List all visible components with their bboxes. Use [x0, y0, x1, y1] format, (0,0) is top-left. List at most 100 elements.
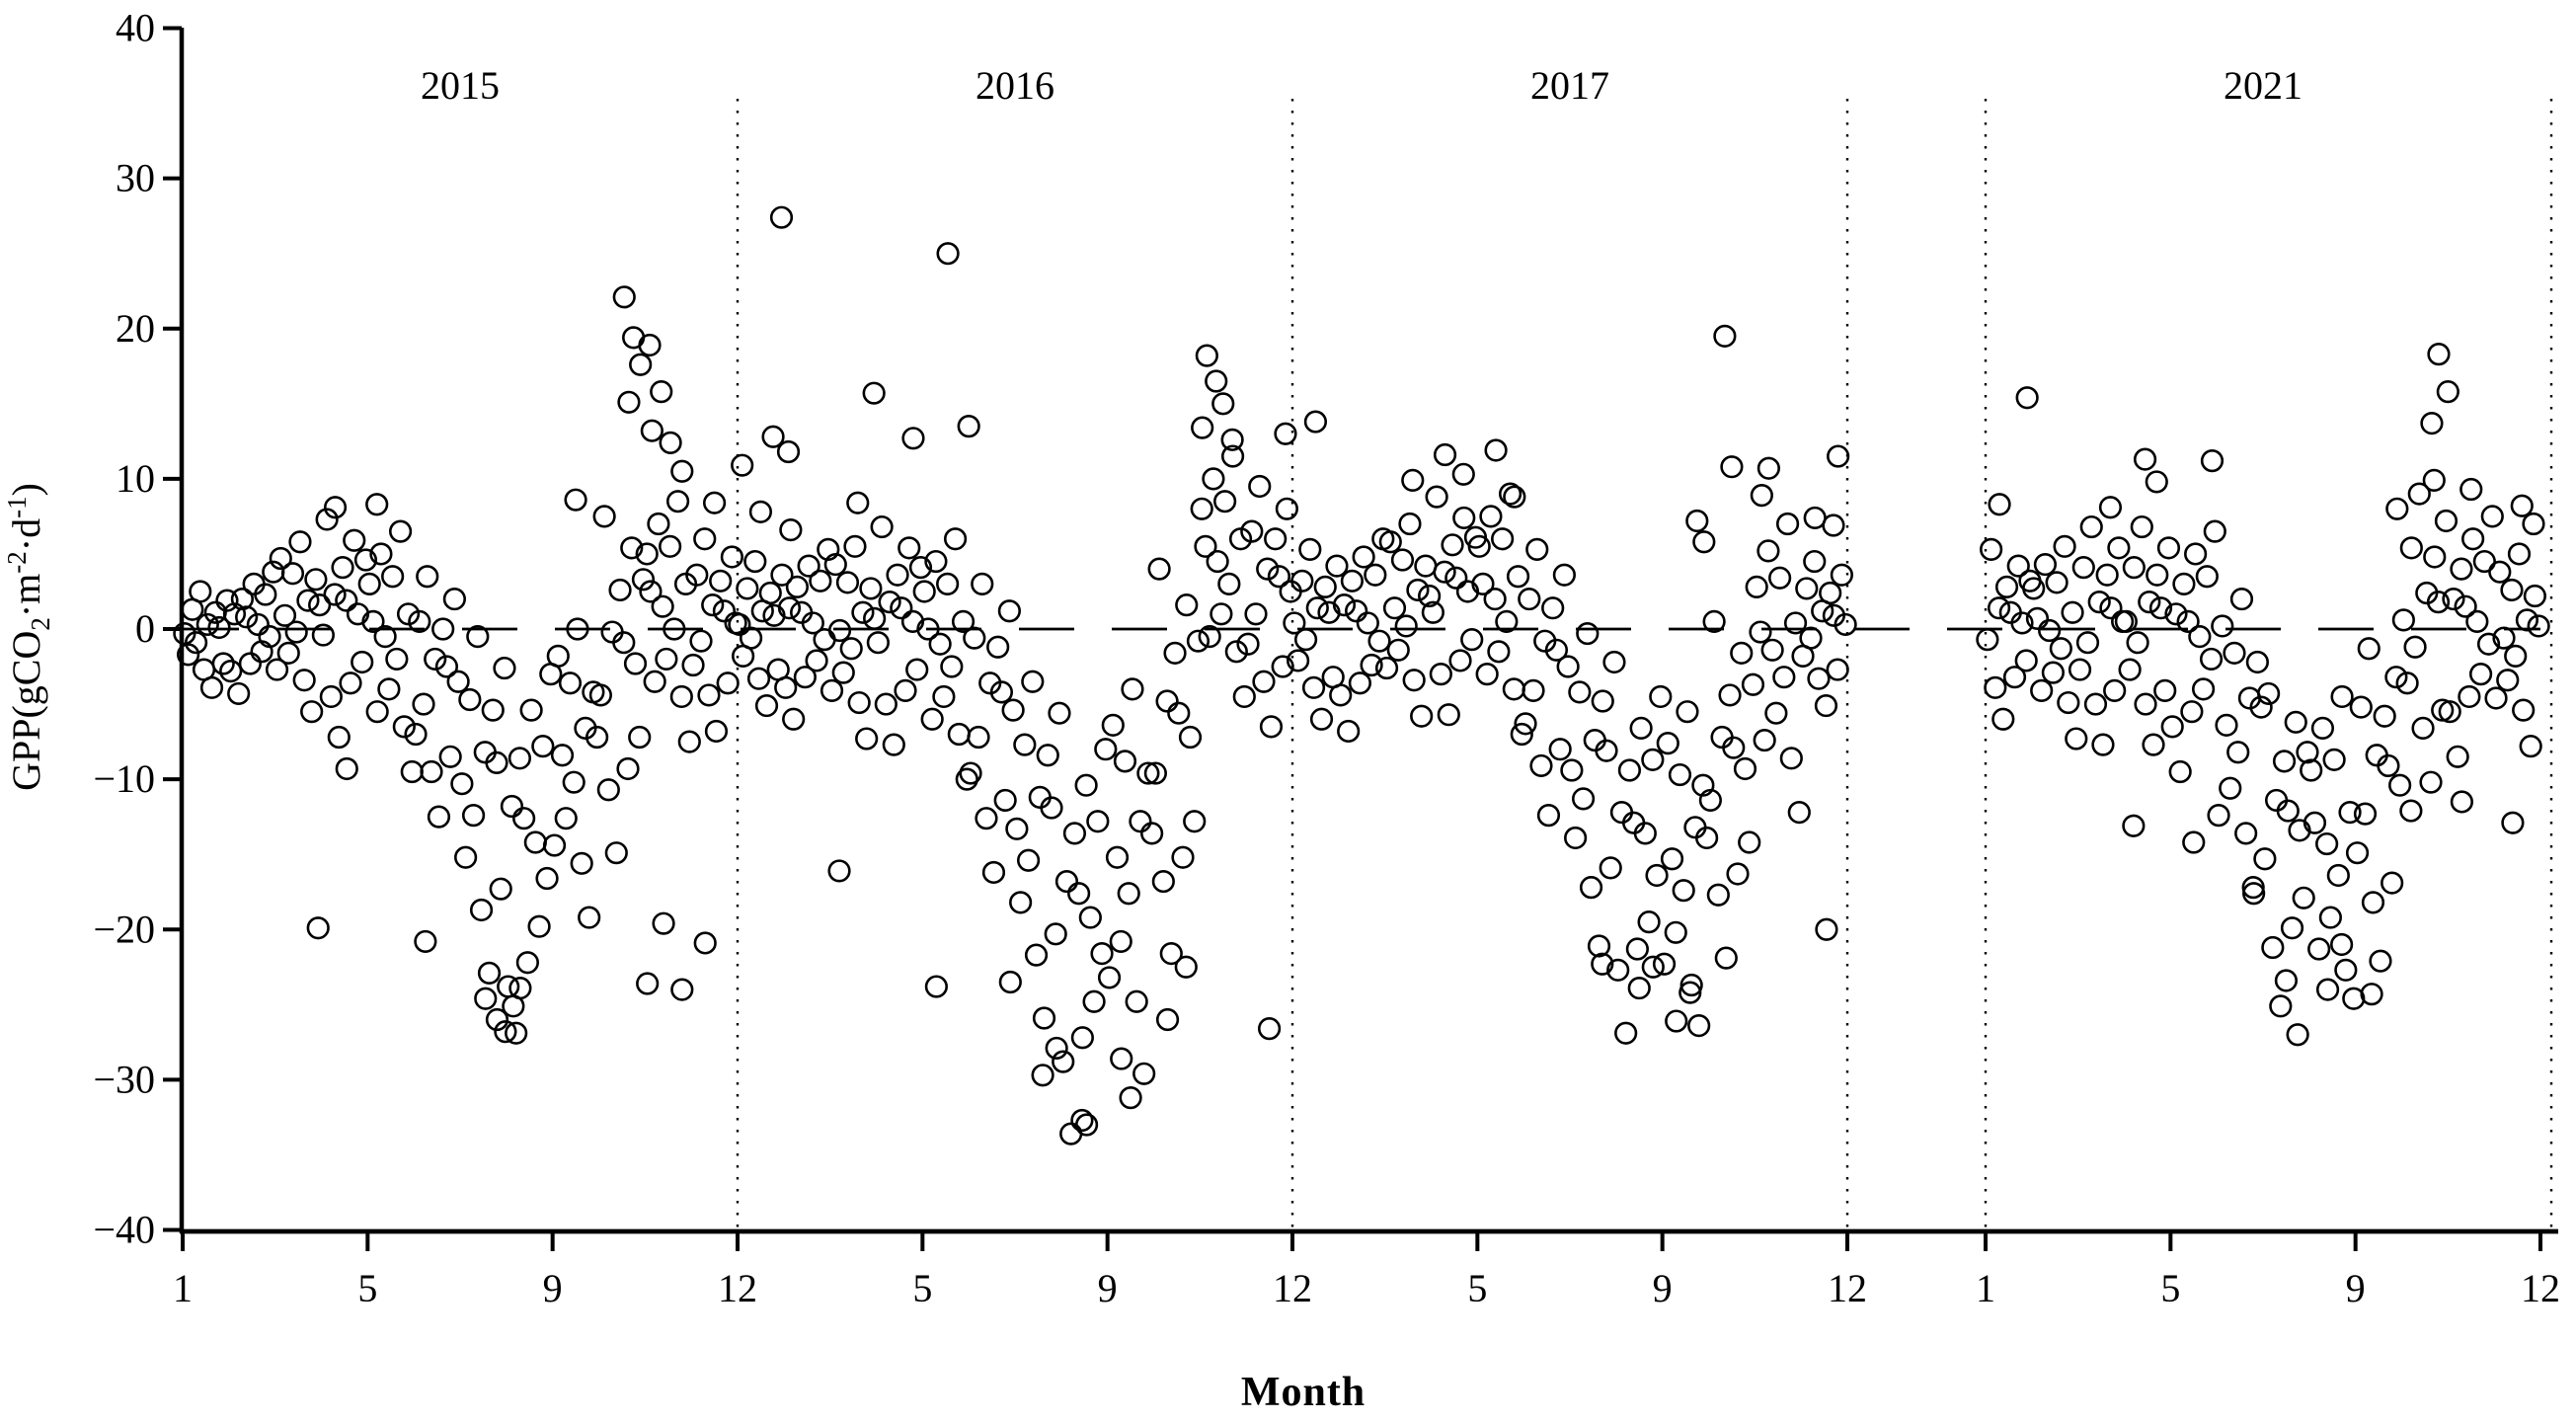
data-point: [655, 647, 678, 672]
data-point: [404, 722, 428, 747]
data-point: [855, 727, 879, 751]
data-point: [639, 580, 663, 603]
data-point: [2226, 741, 2250, 764]
data-point: [2419, 770, 2443, 794]
data-point: [339, 672, 362, 695]
data-point: [650, 380, 673, 404]
data-point: [1213, 490, 1237, 514]
data-point: [235, 605, 259, 629]
data-point: [588, 683, 612, 707]
data-point: [1576, 621, 1600, 646]
data-point: [1143, 761, 1167, 785]
data-point: [1155, 689, 1179, 713]
data-point: [1257, 1017, 1282, 1041]
data-point: [1155, 1007, 1180, 1032]
data-point: [1337, 719, 1361, 744]
data-point: [1364, 563, 1387, 587]
data-point: [211, 652, 235, 675]
data-point: [689, 629, 713, 653]
data-point: [1151, 869, 1175, 894]
data-point: [1140, 822, 1164, 845]
data-point: [566, 617, 589, 641]
data-point: [1410, 704, 1434, 728]
data-point: [697, 683, 721, 707]
data-point: [776, 439, 801, 464]
data-point: [2522, 512, 2545, 536]
data-point: [2507, 542, 2532, 566]
data-point: [1210, 602, 1233, 626]
data-point: [195, 612, 219, 637]
data-point: [1730, 641, 1754, 665]
data-point: [485, 1007, 509, 1032]
data-point: [2276, 799, 2300, 823]
data-point: [474, 987, 498, 1010]
data-point: [2033, 552, 2058, 577]
data-point: [2381, 871, 2404, 895]
data-point: [831, 661, 855, 684]
data-point: [2395, 672, 2419, 695]
data-point: [2138, 591, 2161, 614]
data-point: [427, 805, 451, 829]
data-point: [743, 549, 767, 574]
data-point: [2472, 549, 2496, 574]
data-point: [1991, 707, 2015, 731]
data-point: [2411, 716, 2435, 741]
y-tick-label: −20: [93, 907, 155, 951]
data-point: [1441, 533, 1464, 557]
data-point: [1398, 512, 1422, 536]
data-point: [640, 419, 664, 442]
data-point: [315, 508, 339, 531]
data-point: [702, 491, 727, 514]
data-point: [932, 684, 956, 709]
data-point: [1579, 876, 1603, 900]
data-point: [1484, 438, 1508, 462]
data-point: [408, 609, 431, 633]
data-point: [1984, 675, 2007, 699]
data-point: [578, 906, 601, 929]
data-point: [1287, 649, 1310, 672]
data-point: [635, 542, 659, 566]
data-point: [878, 591, 901, 614]
data-point: [2407, 482, 2431, 506]
data-point: [493, 656, 516, 680]
x-axis-title: Month: [1240, 1370, 1366, 1415]
data-point: [1101, 713, 1125, 737]
data-point: [839, 637, 863, 661]
data-point: [1125, 989, 1148, 1013]
data-point: [1625, 937, 1649, 961]
data-point: [2182, 830, 2206, 854]
data-point: [570, 851, 593, 875]
data-point: [2399, 536, 2423, 560]
data-point: [920, 707, 944, 731]
data-point: [1059, 1122, 1083, 1146]
data-point: [1195, 344, 1218, 367]
data-point: [2315, 978, 2340, 1001]
data-point: [2038, 618, 2062, 643]
data-point: [617, 390, 641, 414]
data-point: [1980, 537, 2003, 561]
data-point: [1062, 822, 1087, 845]
data-point: [1378, 530, 1402, 554]
data-point: [2261, 935, 2285, 960]
data-point: [1718, 683, 1742, 707]
data-point: [1340, 569, 1365, 593]
data-point: [420, 759, 443, 784]
data-point: [1687, 1014, 1711, 1038]
data-point: [2519, 735, 2542, 758]
data-point: [2079, 514, 2103, 539]
data-point: [1733, 756, 1757, 781]
data-point: [1713, 324, 1737, 348]
data-point: [542, 833, 567, 857]
data-point: [2176, 609, 2200, 633]
data-point: [1220, 428, 1244, 451]
data-point: [1117, 882, 1140, 906]
data-point: [2229, 587, 2254, 611]
data-point: [1617, 758, 1642, 782]
data-point: [442, 587, 466, 611]
data-point: [817, 537, 840, 561]
data-point: [1244, 602, 1268, 626]
data-point: [2286, 1023, 2309, 1047]
data-point: [1775, 512, 1800, 536]
data-point: [2075, 631, 2100, 655]
data-point: [1309, 707, 1334, 731]
